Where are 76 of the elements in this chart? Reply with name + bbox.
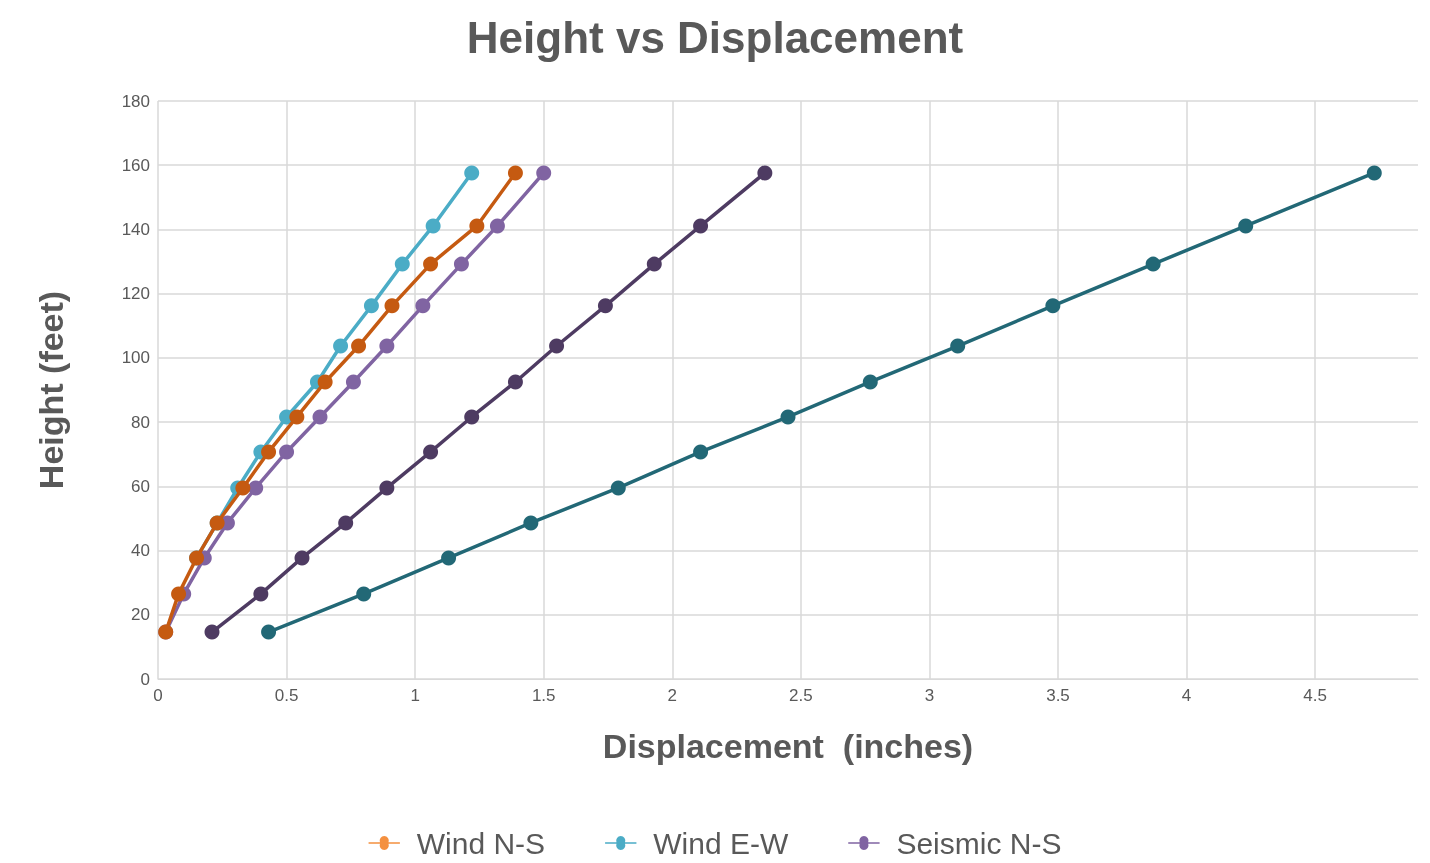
point	[646, 256, 662, 272]
x-tick-label: 0.5	[274, 686, 299, 705]
y-tick-label: 40	[131, 541, 150, 561]
point	[253, 586, 269, 602]
y-tick-label: 140	[121, 219, 150, 239]
point	[507, 374, 523, 390]
point	[333, 338, 349, 354]
point	[423, 444, 439, 460]
point	[279, 444, 295, 460]
point	[507, 165, 523, 181]
point	[261, 444, 277, 460]
point	[351, 338, 367, 354]
point	[464, 165, 480, 181]
point	[693, 218, 709, 234]
x-tick-label: 2.5	[789, 686, 813, 705]
point	[453, 256, 469, 272]
point	[862, 374, 878, 390]
point	[261, 624, 277, 640]
point	[489, 218, 505, 234]
point	[345, 374, 361, 390]
point	[597, 298, 613, 314]
point	[415, 298, 431, 314]
x-tick-label: 1	[410, 686, 420, 705]
chart-title: Height vs Displacement	[466, 12, 964, 62]
y-tick-label: 20	[131, 605, 150, 625]
point	[950, 338, 966, 354]
point	[379, 480, 395, 496]
y-tick-label: 160	[121, 155, 150, 175]
point	[610, 480, 626, 496]
point	[441, 550, 457, 566]
point	[780, 409, 796, 425]
point	[469, 218, 485, 234]
point	[356, 586, 372, 602]
x-tick-label: 4	[1181, 686, 1192, 705]
legend-label: Wind N-S	[416, 826, 546, 860]
x-tick-label: 1.5	[531, 686, 556, 705]
legend-label: Wind E-W	[653, 826, 789, 860]
point	[294, 550, 310, 566]
y-tick-label: 180	[121, 91, 150, 111]
x-tick-label: 4.5	[1303, 686, 1327, 705]
point	[289, 409, 305, 425]
point	[338, 515, 354, 531]
point	[1145, 256, 1161, 272]
point	[1366, 165, 1382, 181]
point	[757, 165, 773, 181]
point	[549, 338, 565, 354]
point	[248, 480, 264, 496]
point	[536, 165, 552, 181]
y-tick-label: 0	[140, 669, 150, 689]
y-tick-label: 80	[131, 412, 150, 432]
point	[363, 298, 379, 314]
point	[394, 256, 410, 272]
point	[464, 409, 480, 425]
y-axis-title: Height (feet)	[32, 290, 70, 490]
point	[379, 338, 395, 354]
point	[384, 298, 400, 314]
y-tick-label: 60	[131, 476, 150, 496]
legend-label: Seismic N-S	[896, 826, 1062, 860]
point	[317, 374, 333, 390]
point	[693, 444, 709, 460]
x-tick-label: 3.5	[1046, 686, 1070, 705]
point	[312, 409, 328, 425]
point	[1238, 218, 1254, 234]
x-axis-title: Displacement (inches)	[602, 727, 974, 765]
point	[425, 218, 441, 234]
point	[204, 624, 220, 640]
x-tick-label: 2	[667, 686, 678, 705]
point	[1045, 298, 1061, 314]
x-tick-label: 3	[924, 686, 935, 705]
point	[423, 256, 439, 272]
x-tick-label: 0	[153, 686, 163, 705]
point	[523, 515, 539, 531]
y-tick-label: 100	[121, 348, 150, 368]
point	[235, 480, 251, 496]
point	[171, 586, 187, 602]
y-tick-label: 120	[121, 284, 150, 304]
